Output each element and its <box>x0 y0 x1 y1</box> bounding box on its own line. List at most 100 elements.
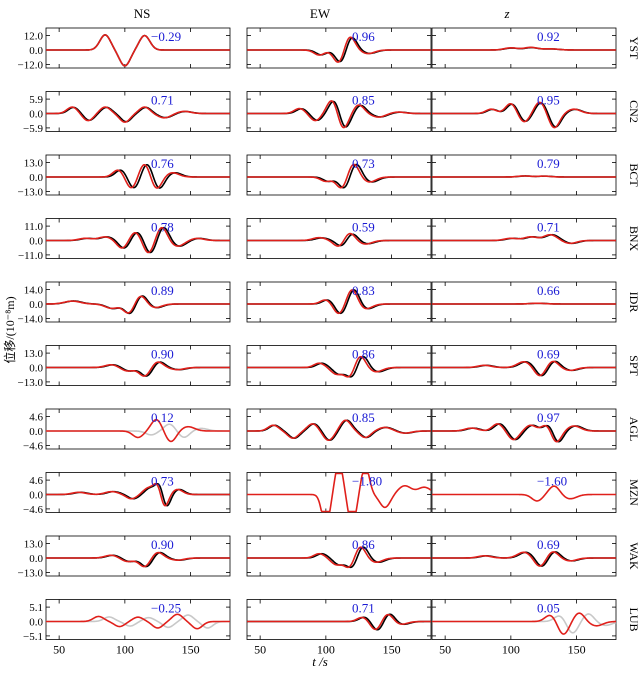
panel-frame <box>431 154 617 196</box>
panel-wak-ew: 0.86 <box>246 535 432 577</box>
synthetic-waveform <box>432 46 616 51</box>
y-tick-labels: 11.0 0.0 −11.0 <box>18 221 44 262</box>
x-tick-label: 100 <box>317 643 335 657</box>
correlation-coefficient: −0.29 <box>151 29 181 44</box>
panel-cn2-ns: 0.71 <box>45 91 231 132</box>
y-tick-label: 5.1 <box>29 602 43 614</box>
observed-waveform <box>46 551 230 568</box>
y-tick-label: 11.0 <box>24 221 43 233</box>
y-tick-label: −5.1 <box>23 631 43 643</box>
panel-lub-ns: −0.25 <box>45 599 231 640</box>
x-tick-label: 150 <box>383 643 401 657</box>
correlation-coefficient: 0.73 <box>151 474 174 489</box>
y-tick-label: 0.0 <box>29 490 43 502</box>
correlation-coefficient: 0.90 <box>151 537 174 552</box>
y-tick-label: 0.0 <box>29 299 43 311</box>
panel-idr-ew: 0.83 <box>246 281 432 323</box>
y-tick-label: 12.0 <box>24 31 44 43</box>
y-tick-label: 13.0 <box>24 348 44 360</box>
synthetic-waveform <box>432 551 616 567</box>
y-tick-label: −13.0 <box>18 377 44 389</box>
station-label: BCT <box>627 163 639 187</box>
correlation-coefficient: 0.05 <box>537 601 560 616</box>
y-tick-label: −13.0 <box>18 567 44 579</box>
correlation-coefficient: 0.86 <box>352 347 375 362</box>
observed-waveform <box>46 106 230 123</box>
synthetic-waveform <box>432 175 616 178</box>
synthetic-waveform <box>247 355 431 378</box>
synthetic-waveform <box>46 418 230 443</box>
y-tick-label: 0.0 <box>29 109 43 121</box>
panel-frame <box>45 281 231 323</box>
station-label: SPT <box>627 355 639 376</box>
station-label: WAK <box>627 542 639 570</box>
synthetic-waveform <box>247 613 431 631</box>
synthetic-waveform <box>46 34 230 67</box>
correlation-coefficient: 0.73 <box>352 156 375 171</box>
y-tick-label: 4.6 <box>29 475 43 487</box>
synthetic-waveform <box>247 100 431 129</box>
y-tick-label: −12.0 <box>18 59 44 71</box>
x-tick-label: 50 <box>254 643 266 657</box>
y-tick-label: 0.0 <box>29 617 43 629</box>
panel-frame <box>246 91 432 132</box>
station-label: YST <box>627 37 639 60</box>
synthetic-waveform <box>46 482 230 507</box>
panel-frame <box>246 535 432 577</box>
station-row-bnx: 0.78 0.59 0.71 11.0 0.0 −11.0 BNX <box>18 218 639 262</box>
correlation-coefficient: 0.76 <box>151 156 174 171</box>
y-tick-label: 0.0 <box>29 236 43 248</box>
observed-waveform <box>247 163 431 189</box>
synthetic-waveform <box>247 419 431 442</box>
synthetic-waveform <box>432 360 616 377</box>
station-label: BNX <box>627 226 639 252</box>
panel-bct-ew: 0.73 <box>246 154 432 196</box>
synthetic-waveform <box>432 233 616 245</box>
y-tick-label: 0.0 <box>29 363 43 375</box>
panel-idr-z: 0.66 <box>431 281 617 323</box>
panel-lub-ew: 0.71 <box>246 599 432 640</box>
correlation-coefficient: 0.69 <box>537 347 560 362</box>
y-tick-labels: 13.0 0.0 −13.0 <box>18 158 44 199</box>
station-row-bct: 0.76 0.73 0.79 13.0 0.0 −13.0 BCT <box>18 154 639 199</box>
y-tick-labels: 4.6 0.0 −4.6 <box>23 475 43 516</box>
y-tick-label: −4.6 <box>23 504 43 516</box>
y-tick-label: 0.0 <box>29 45 43 57</box>
panel-agl-ns: 0.12 <box>45 408 231 450</box>
y-tick-label: 4.6 <box>29 412 43 424</box>
correlation-coefficient: 0.59 <box>352 220 375 235</box>
observed-waveform <box>432 360 616 377</box>
synthetic-waveform <box>247 546 431 569</box>
panel-spt-ns: 0.90 <box>45 345 231 386</box>
synthetic-waveform <box>46 106 230 123</box>
correlation-coefficient: 0.90 <box>151 347 174 362</box>
correlation-coefficient: 0.71 <box>151 93 174 108</box>
synthetic-waveform <box>432 302 616 305</box>
observed-waveform <box>432 613 617 634</box>
synthetic-waveform <box>247 163 431 189</box>
panel-frame <box>45 218 231 259</box>
panel-frame <box>45 154 231 196</box>
panel-frame <box>246 599 432 640</box>
observed-waveform <box>432 423 616 443</box>
y-tick-label: −11.0 <box>18 250 44 262</box>
panel-spt-z: 0.69 <box>431 345 617 386</box>
column-title-z: z <box>503 6 509 21</box>
panel-yst-ew: 0.96 <box>246 27 432 69</box>
y-tick-labels: 5.1 0.0 −5.1 <box>23 602 43 643</box>
panel-yst-z: 0.92 <box>431 27 617 69</box>
panel-frame <box>45 535 231 577</box>
panel-frame <box>431 599 617 640</box>
synthetic-waveform <box>46 295 230 314</box>
panel-frame <box>246 472 432 513</box>
panel-lub-z: 0.05 <box>431 599 617 640</box>
observed-waveform <box>247 419 431 442</box>
column-title-ns: NS <box>134 6 151 21</box>
correlation-coefficient: 0.79 <box>537 156 560 171</box>
correlation-coefficient: −1.80 <box>352 474 382 489</box>
x-tick-label: 150 <box>182 643 200 657</box>
y-tick-labels: 13.0 0.0 −13.0 <box>18 539 44 580</box>
y-tick-labels: 4.6 0.0 −4.6 <box>23 412 43 453</box>
station-row-mzn: 0.73 −1.80 −1.60 4.6 0.0 −4.6 MZN <box>23 472 639 516</box>
